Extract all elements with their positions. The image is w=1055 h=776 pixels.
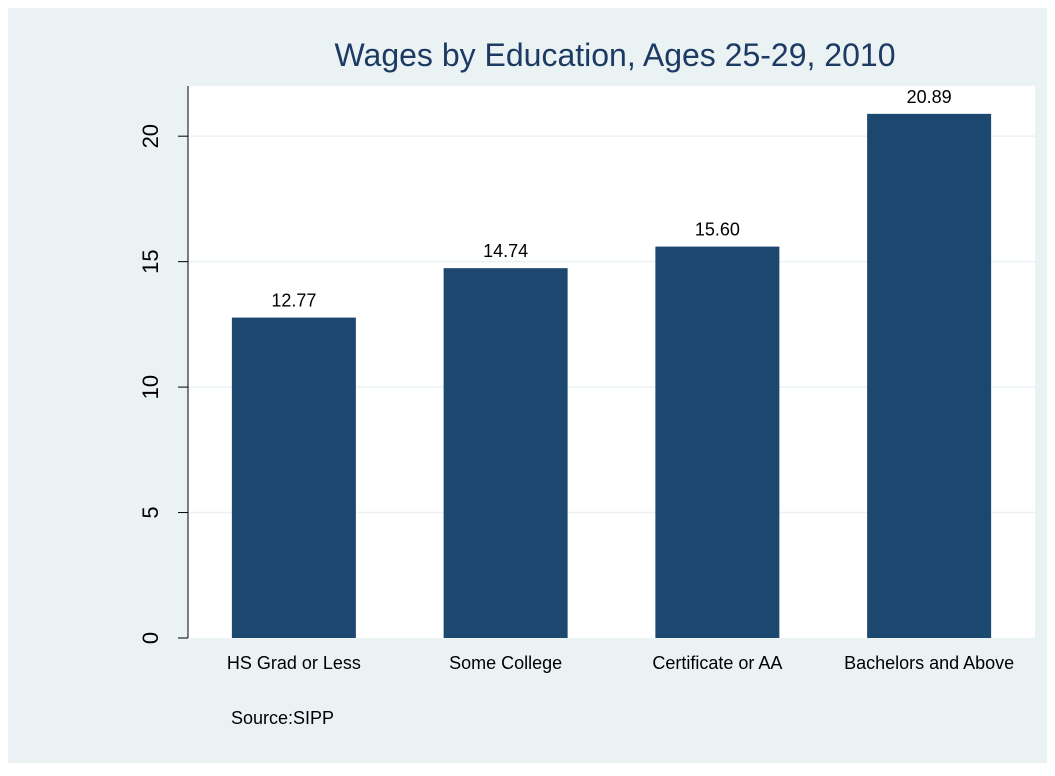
bar-value-labels: 12.77 14.74 15.60 20.89	[271, 87, 951, 311]
bar	[443, 268, 568, 638]
y-tick-label: 10	[138, 375, 163, 399]
y-tick-label: 0	[138, 632, 163, 644]
bar-value-label: 12.77	[271, 291, 316, 311]
y-tick-label: 20	[138, 124, 163, 148]
x-tick-label: Some College	[449, 653, 562, 673]
source-note: Source:SIPP	[231, 708, 334, 728]
bar	[867, 113, 992, 639]
x-tick-label: HS Grad or Less	[227, 653, 361, 673]
x-axis-labels: HS Grad or Less Some College Certificate o…	[227, 653, 1014, 673]
y-tick-label: 15	[138, 249, 163, 273]
bar-value-label: 14.74	[483, 241, 528, 261]
bar	[231, 317, 356, 638]
bar	[655, 246, 780, 638]
y-tick-label: 5	[138, 506, 163, 518]
x-tick-label: Bachelors and Above	[844, 653, 1014, 673]
y-axis-ticks: 0 5 10 15 20	[138, 124, 188, 644]
x-tick-label: Certificate or AA	[652, 653, 782, 673]
bar-value-label: 20.89	[907, 87, 952, 107]
bar-value-label: 15.60	[695, 220, 740, 240]
chart-title: Wages by Education, Ages 25-29, 2010	[335, 37, 896, 73]
bars	[231, 113, 992, 639]
